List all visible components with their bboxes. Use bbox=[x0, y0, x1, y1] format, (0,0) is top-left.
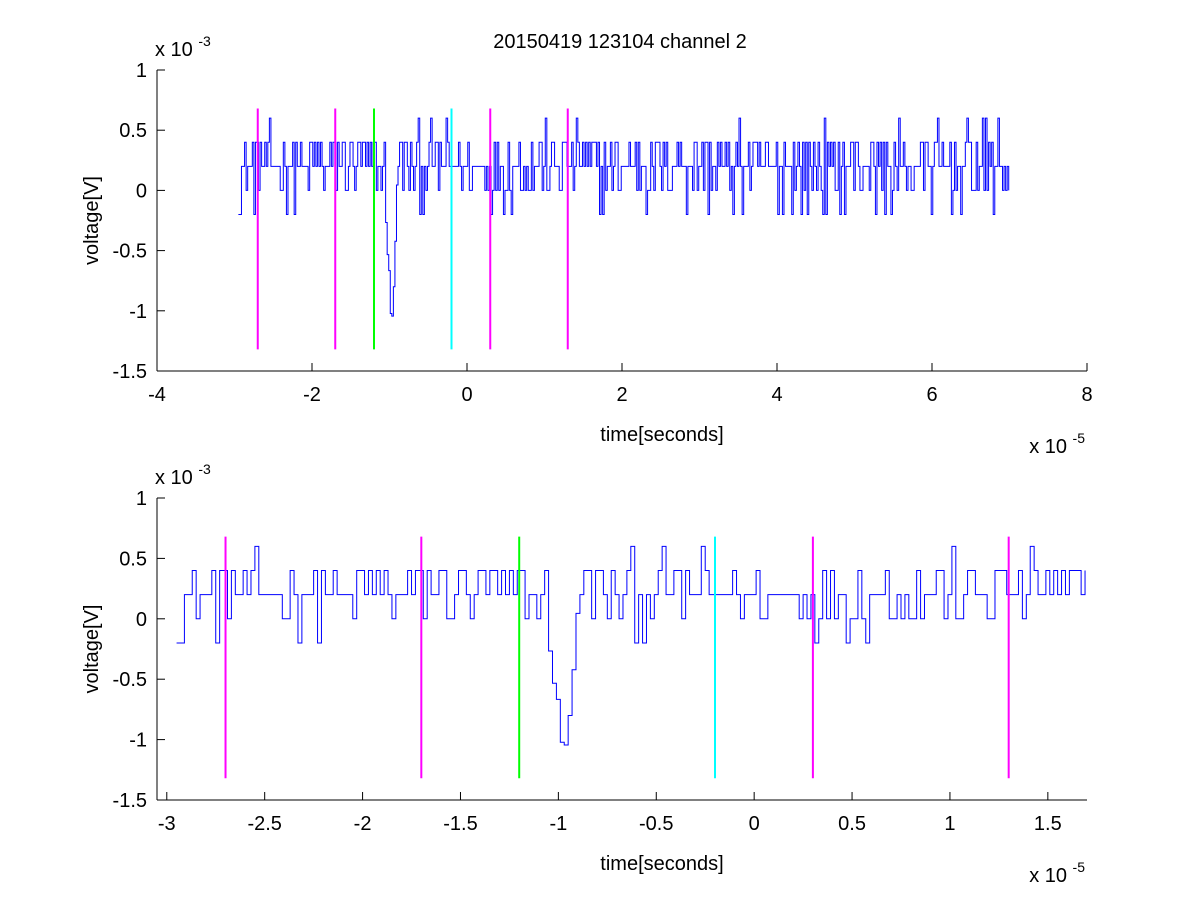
x-tick-label: -2 bbox=[354, 813, 372, 835]
x-tick-label: -1.5 bbox=[443, 813, 477, 835]
x-tick-label: 0 bbox=[461, 384, 472, 406]
y-tick-label: -1.5 bbox=[113, 361, 147, 383]
x-tick-label: 6 bbox=[926, 384, 937, 406]
x-axis-label: time[seconds] bbox=[600, 424, 723, 446]
signal-trace-1 bbox=[176, 545, 1086, 746]
x-tick-label: -4 bbox=[148, 384, 166, 406]
x-tick-label: -2.5 bbox=[247, 813, 281, 835]
y-axis-label: voltage[V] bbox=[81, 605, 103, 694]
x-tick-label: -2 bbox=[303, 384, 321, 406]
x-axis-multiplier: x 10 -5 bbox=[1029, 859, 1085, 887]
y-tick-label: 1 bbox=[136, 60, 147, 82]
x-tick-label: 1 bbox=[944, 813, 955, 835]
signal-trace-0 bbox=[238, 117, 1010, 317]
y-tick-label: -1 bbox=[129, 301, 147, 323]
y-tick-label: 1 bbox=[136, 488, 147, 510]
top-axes: -4 -2 0 2 4 6 8 -1.5 -1 -0.5 0 0.5 1 time[seconds] vol… bbox=[81, 33, 1093, 458]
y-axis-label: voltage[V] bbox=[81, 176, 103, 265]
y-tick-label: 0.5 bbox=[119, 120, 147, 142]
y-tick-label: -0.5 bbox=[113, 241, 147, 263]
x-tick-label: -0.5 bbox=[639, 813, 673, 835]
y-axis-multiplier: x 10 -3 bbox=[155, 461, 211, 489]
x-tick-label: 0.5 bbox=[838, 813, 866, 835]
x-axis-label: time[seconds] bbox=[600, 853, 723, 875]
x-tick-label: -3 bbox=[158, 813, 176, 835]
y-tick-label: -1 bbox=[129, 730, 147, 752]
figure-title: 20150419 123104 channel 2 bbox=[493, 31, 747, 53]
x-tick-label: 1.5 bbox=[1034, 813, 1062, 835]
bottom-axes: -3 -2.5 -2 -1.5 -1 -0.5 0 0.5 1 1.5 -1.5 -1 -0.5 0 0.5… bbox=[81, 461, 1087, 887]
x-tick-label: 0 bbox=[749, 813, 760, 835]
y-tick-label: 0 bbox=[136, 609, 147, 631]
y-axis-multiplier: x 10 -3 bbox=[155, 33, 211, 61]
x-tick-label: -1 bbox=[549, 813, 567, 835]
y-tick-label: 0 bbox=[136, 180, 147, 202]
x-tick-label: 4 bbox=[771, 384, 782, 406]
y-tick-label: -0.5 bbox=[113, 669, 147, 691]
y-tick-label: -1.5 bbox=[113, 790, 147, 812]
x-tick-label: 8 bbox=[1081, 384, 1092, 406]
x-axis-multiplier: x 10 -5 bbox=[1029, 430, 1085, 458]
y-tick-label: 0.5 bbox=[119, 548, 147, 570]
x-tick-label: 2 bbox=[616, 384, 627, 406]
